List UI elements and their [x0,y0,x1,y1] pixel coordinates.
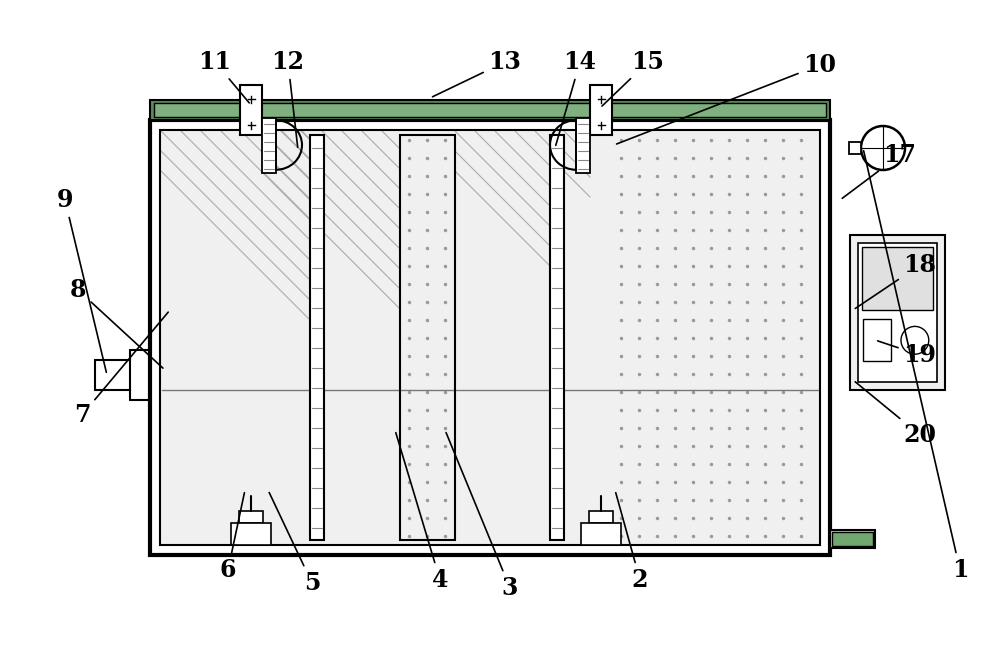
Text: 4: 4 [396,433,448,592]
Bar [97,362,128,388]
Text: 11: 11 [199,50,249,103]
Bar [150,100,830,120]
Bar [550,135,564,540]
Text: 14: 14 [556,50,596,145]
Bar [239,511,263,523]
Bar [858,243,937,382]
Bar [589,511,613,523]
Bar [830,530,875,548]
Text: 3: 3 [446,432,518,600]
Text: 12: 12 [272,50,305,147]
Bar [262,118,276,173]
Bar [849,142,861,154]
Bar [832,532,873,546]
Bar [576,118,590,173]
Bar [400,135,455,540]
Text: 5: 5 [269,493,320,595]
Text: 1: 1 [864,151,968,582]
Bar [231,523,271,545]
Text: 15: 15 [602,50,664,106]
Bar [240,85,262,135]
Text: 20: 20 [855,382,936,447]
Text: 13: 13 [433,50,521,97]
Bar [160,130,820,545]
Bar [150,120,830,555]
Text: 17: 17 [842,143,916,199]
Text: 7: 7 [74,312,168,427]
Text: 6: 6 [220,493,244,582]
Text: 2: 2 [616,493,648,592]
Text: 19: 19 [878,341,936,367]
Bar [154,103,826,117]
Bar [863,319,891,361]
Text: 18: 18 [855,253,936,309]
Text: 8: 8 [70,278,163,368]
Bar [95,360,130,390]
Bar [862,247,933,309]
Bar [581,523,621,545]
Bar [590,85,612,135]
Text: 10: 10 [617,53,836,144]
Bar [310,135,324,540]
Text: 9: 9 [57,188,106,373]
Bar [160,130,820,545]
Bar [850,235,945,390]
